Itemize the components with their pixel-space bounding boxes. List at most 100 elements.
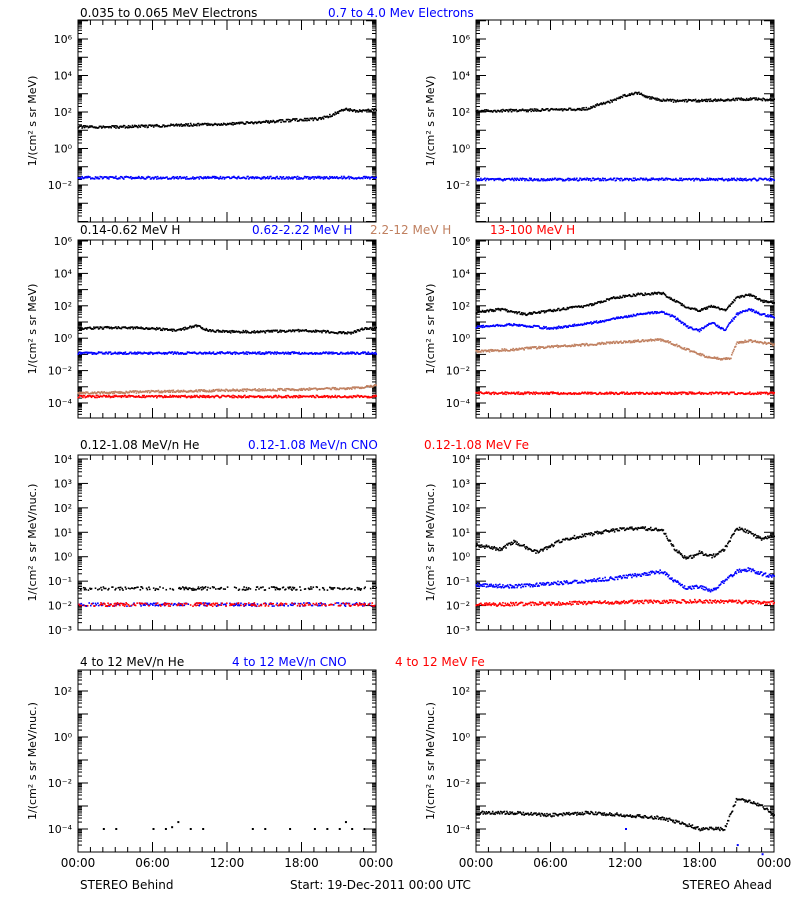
data-point (107, 353, 109, 355)
data-point (169, 124, 171, 127)
data-point (333, 114, 336, 116)
data-point (354, 330, 356, 332)
data-point (203, 351, 206, 354)
data-point (268, 331, 271, 333)
data-point (228, 176, 230, 179)
data-point (161, 329, 164, 332)
data-point (587, 304, 590, 307)
data-point (732, 301, 735, 304)
data-point (362, 396, 365, 398)
data-point (763, 98, 765, 100)
data-point (163, 327, 165, 330)
data-point (277, 388, 280, 390)
data-point (546, 346, 548, 349)
data-point (650, 177, 653, 180)
data-point (513, 323, 515, 325)
data-point (641, 293, 643, 295)
data-point (696, 99, 698, 102)
data-point (649, 98, 651, 100)
data-point (595, 320, 598, 322)
data-point (233, 351, 236, 353)
data-point (298, 119, 300, 122)
data-point (549, 109, 551, 111)
data-point (226, 352, 228, 354)
data-point (342, 109, 344, 112)
data-point (198, 124, 201, 127)
data-point (259, 331, 261, 334)
data-point (210, 390, 212, 393)
data-point (103, 391, 105, 393)
data-point (320, 118, 322, 121)
data-point (258, 395, 260, 397)
data-point (275, 120, 278, 123)
y-tick-label: 10⁰ (452, 143, 471, 156)
data-point (307, 177, 310, 180)
data-point (601, 102, 604, 105)
data-point (215, 123, 218, 126)
data-point (374, 108, 377, 111)
data-point (197, 352, 200, 355)
data-point (155, 125, 157, 127)
data-point (277, 394, 280, 397)
data-point (572, 178, 574, 180)
data-point (769, 314, 772, 316)
data-point (139, 351, 142, 354)
data-point (237, 121, 240, 124)
data-point (214, 331, 217, 333)
data-point (171, 351, 174, 353)
data-point (230, 123, 233, 126)
data-point (535, 110, 538, 112)
data-point (253, 396, 256, 399)
data-point (203, 395, 206, 397)
data-point (77, 353, 79, 355)
data-point (594, 106, 596, 108)
data-point (347, 387, 350, 389)
data-point (86, 328, 88, 330)
data-point (561, 327, 564, 329)
data-point (200, 123, 203, 126)
data-point (134, 390, 137, 392)
data-point (237, 396, 239, 399)
data-point (509, 349, 511, 352)
data-point (561, 178, 563, 180)
data-point (230, 352, 233, 355)
data-point (576, 177, 578, 180)
data-point (100, 326, 103, 329)
data-point (484, 311, 487, 313)
data-point (150, 177, 153, 180)
data-point (280, 331, 282, 333)
data-point (281, 388, 283, 390)
data-point (539, 311, 542, 314)
data-point (493, 179, 496, 182)
data-point (734, 315, 737, 318)
data-point (120, 396, 123, 399)
data-point (132, 390, 135, 392)
data-point (516, 312, 518, 315)
data-point (112, 396, 115, 398)
data-point (536, 108, 539, 111)
data-point (611, 101, 614, 103)
data-point (500, 109, 503, 111)
data-point (653, 312, 655, 315)
data-point (684, 323, 687, 326)
data-point (116, 327, 119, 330)
data-point (111, 176, 114, 178)
data-point (767, 314, 769, 316)
data-point (515, 108, 518, 111)
data-point (701, 100, 704, 103)
data-point (685, 98, 687, 101)
data-point (598, 321, 601, 324)
data-point (599, 302, 602, 304)
data-point (552, 310, 555, 313)
data-point (219, 124, 222, 126)
data-point (313, 178, 315, 180)
data-point (218, 331, 220, 333)
data-point (278, 330, 281, 333)
data-point (620, 177, 623, 180)
data-point (242, 396, 245, 398)
data-point (534, 109, 536, 112)
data-point (502, 178, 505, 181)
data-point (163, 353, 166, 355)
data-point (261, 176, 263, 179)
data-point (597, 321, 599, 324)
